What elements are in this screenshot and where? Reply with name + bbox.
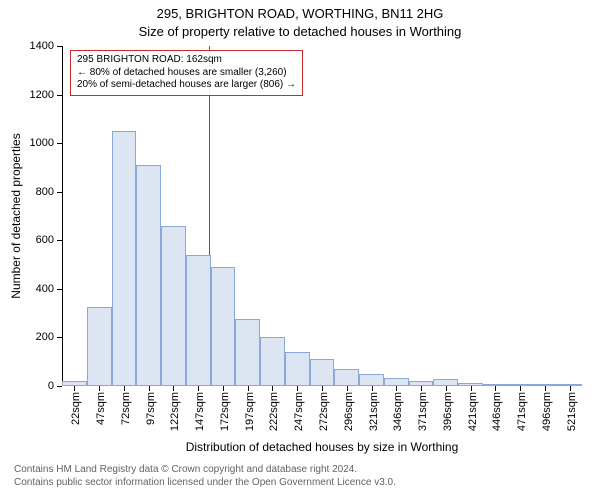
info-box: 295 BRIGHTON ROAD: 162sqm ← 80% of detac… — [70, 50, 303, 96]
footer-line-1: Contains HM Land Registry data © Crown c… — [14, 464, 586, 477]
x-tick-label: 72sqm — [120, 392, 132, 425]
figure-root: 295, BRIGHTON ROAD, WORTHING, BN11 2HG S… — [0, 0, 600, 500]
chart-area: Number of detached properties Distributi… — [62, 46, 582, 386]
chart-title-line1: 295, BRIGHTON ROAD, WORTHING, BN11 2HG — [0, 6, 600, 21]
histogram-bar — [334, 369, 359, 386]
x-tick — [446, 386, 447, 391]
x-tick — [248, 386, 249, 391]
y-tick — [57, 289, 62, 290]
y-tick-label: 600 — [36, 234, 54, 246]
y-tick — [57, 337, 62, 338]
x-tick-label: 47sqm — [95, 392, 107, 425]
x-tick — [322, 386, 323, 391]
info-line-1: 295 BRIGHTON ROAD: 162sqm — [77, 54, 296, 67]
x-tick-label: 222sqm — [268, 392, 280, 431]
footer-line-2: Contains public sector information licen… — [14, 477, 586, 490]
x-tick-label: 346sqm — [392, 392, 404, 431]
histogram-bar — [285, 352, 310, 386]
histogram-bar — [384, 378, 409, 387]
histogram-bar — [235, 319, 260, 386]
x-tick — [372, 386, 373, 391]
x-tick — [396, 386, 397, 391]
x-tick — [198, 386, 199, 391]
histogram-bar — [433, 379, 458, 386]
y-tick — [57, 46, 62, 47]
x-tick-label: 371sqm — [417, 392, 429, 431]
x-tick — [471, 386, 472, 391]
x-tick-label: 521sqm — [566, 392, 578, 431]
y-tick — [57, 143, 62, 144]
x-tick — [421, 386, 422, 391]
y-axis-label: Number of detached properties — [9, 133, 23, 298]
y-tick-label: 0 — [48, 380, 54, 392]
histogram-bar — [211, 267, 236, 386]
y-tick — [57, 192, 62, 193]
x-tick-label: 247sqm — [293, 392, 305, 431]
x-tick — [149, 386, 150, 391]
x-tick — [520, 386, 521, 391]
y-tick — [57, 240, 62, 241]
histogram-bar — [186, 255, 211, 386]
info-line-3: 20% of semi-detached houses are larger (… — [77, 79, 296, 92]
footer-attribution: Contains HM Land Registry data © Crown c… — [14, 464, 586, 489]
y-tick — [57, 386, 62, 387]
y-tick-label: 800 — [36, 186, 54, 198]
x-tick-label: 471sqm — [516, 392, 528, 431]
x-tick — [124, 386, 125, 391]
info-line-2: ← 80% of detached houses are smaller (3,… — [77, 67, 296, 80]
x-tick — [495, 386, 496, 391]
y-tick — [57, 95, 62, 96]
histogram-bar — [310, 359, 335, 386]
x-tick-label: 147sqm — [194, 392, 206, 431]
histogram-bar — [359, 374, 384, 386]
histogram-bar — [87, 307, 112, 386]
x-tick — [223, 386, 224, 391]
x-tick — [173, 386, 174, 391]
x-tick — [272, 386, 273, 391]
x-tick-label: 496sqm — [541, 392, 553, 431]
chart-title-line2: Size of property relative to detached ho… — [0, 24, 600, 39]
x-tick — [347, 386, 348, 391]
x-tick — [99, 386, 100, 391]
x-tick-label: 197sqm — [244, 392, 256, 431]
x-tick-label: 296sqm — [343, 392, 355, 431]
x-tick-label: 22sqm — [70, 392, 82, 425]
x-tick-label: 321sqm — [368, 392, 380, 431]
x-tick-label: 446sqm — [491, 392, 503, 431]
histogram-bar — [161, 226, 186, 386]
histogram-bar — [112, 131, 137, 386]
y-tick-label: 1200 — [30, 89, 54, 101]
x-tick-label: 272sqm — [318, 392, 330, 431]
y-tick-label: 200 — [36, 331, 54, 343]
x-tick-label: 97sqm — [145, 392, 157, 425]
x-tick-label: 421sqm — [467, 392, 479, 431]
x-axis-label: Distribution of detached houses by size … — [62, 440, 582, 454]
x-tick — [74, 386, 75, 391]
histogram-bar — [260, 337, 285, 386]
x-tick-label: 172sqm — [219, 392, 231, 431]
histogram-bar — [136, 165, 161, 386]
y-tick-label: 1400 — [30, 40, 54, 52]
x-tick — [545, 386, 546, 391]
x-tick — [570, 386, 571, 391]
x-tick — [297, 386, 298, 391]
x-tick-label: 122sqm — [169, 392, 181, 431]
y-tick-label: 400 — [36, 283, 54, 295]
y-tick-label: 1000 — [30, 137, 54, 149]
x-tick-label: 396sqm — [442, 392, 454, 431]
